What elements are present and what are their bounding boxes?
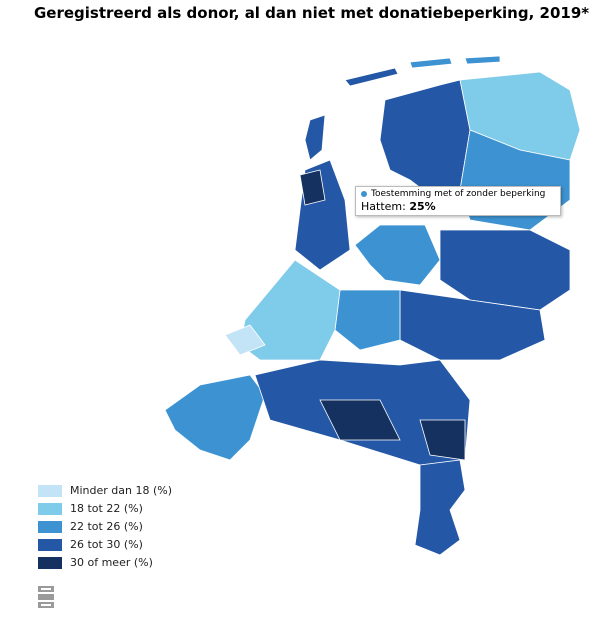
title: Geregistreerd als donor, al dan niet met…	[34, 4, 590, 22]
municipality	[344, 67, 399, 87]
legend: Minder dan 18 (%) 18 tot 22 (%) 22 tot 26 …	[38, 484, 172, 569]
municipality	[399, 289, 546, 361]
legend-label: 26 tot 30 (%)	[70, 538, 143, 551]
legend-swatch	[38, 485, 62, 497]
municipality	[354, 224, 441, 286]
legend-label: 30 of meer (%)	[70, 556, 153, 569]
municipality	[409, 57, 453, 69]
legend-label: 18 tot 22 (%)	[70, 502, 143, 515]
municipality	[224, 324, 266, 356]
tooltip-value: 25%	[409, 200, 436, 213]
legend-swatch	[38, 539, 62, 551]
municipality	[439, 229, 571, 311]
tooltip-region: Hattem:	[361, 200, 406, 213]
municipality	[464, 55, 501, 65]
municipality	[414, 459, 466, 556]
legend-swatch	[38, 557, 62, 569]
municipality	[299, 169, 326, 206]
municipality	[334, 289, 401, 351]
municipality	[319, 399, 401, 441]
tooltip: Toestemming met of zonder beperking Hatt…	[355, 186, 561, 216]
municipality	[304, 114, 326, 161]
legend-swatch	[38, 503, 62, 515]
municipality	[419, 419, 466, 461]
cbs-logo	[38, 586, 54, 608]
municipality	[379, 79, 471, 196]
tooltip-series: Toestemming met of zonder beperking	[371, 189, 546, 199]
municipalities	[164, 55, 581, 556]
legend-label: 22 tot 26 (%)	[70, 520, 143, 533]
legend-swatch	[38, 521, 62, 533]
municipality	[164, 374, 266, 461]
legend-label: Minder dan 18 (%)	[70, 484, 172, 497]
